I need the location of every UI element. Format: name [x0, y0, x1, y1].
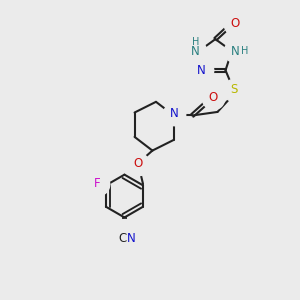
Text: F: F — [94, 177, 101, 190]
Text: N: N — [191, 44, 200, 58]
Text: N: N — [197, 64, 206, 77]
Text: O: O — [230, 17, 239, 30]
Text: O: O — [208, 91, 218, 104]
Text: O: O — [134, 158, 143, 170]
Text: H: H — [192, 37, 199, 46]
Text: N: N — [127, 232, 135, 245]
Text: C: C — [118, 232, 126, 245]
Text: N: N — [169, 107, 178, 120]
Text: N: N — [231, 44, 240, 58]
Text: H: H — [241, 46, 248, 56]
Text: S: S — [230, 83, 238, 96]
